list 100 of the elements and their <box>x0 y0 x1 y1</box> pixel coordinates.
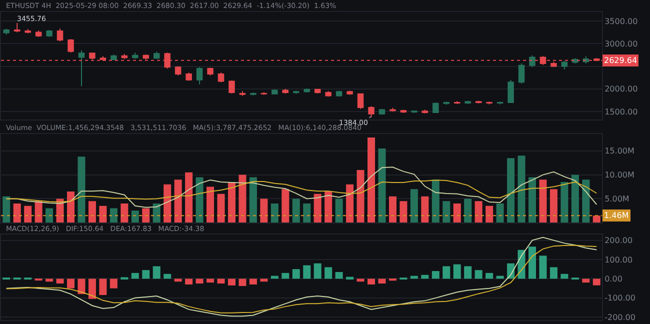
bar <box>185 172 193 223</box>
y-tick-label: 1500.00 <box>604 107 638 116</box>
bar <box>518 156 526 223</box>
bar <box>486 272 494 279</box>
bar <box>292 198 300 223</box>
bar <box>324 267 332 279</box>
candlestick <box>464 100 471 104</box>
ref-line-label: 2629.64 <box>604 56 638 65</box>
bar <box>131 210 139 223</box>
candlestick <box>228 80 235 94</box>
candlestick <box>368 106 374 118</box>
bar <box>486 206 494 223</box>
candlestick <box>336 90 342 98</box>
bar <box>120 277 128 280</box>
candlestick <box>325 90 332 98</box>
candlestick <box>14 22 20 33</box>
bar <box>196 177 204 223</box>
bar <box>24 206 32 223</box>
bar <box>368 138 376 223</box>
bar <box>120 203 128 223</box>
bar <box>110 278 118 288</box>
candlestick <box>518 63 525 84</box>
bar <box>550 267 558 279</box>
bar <box>400 201 408 223</box>
candlestick <box>272 88 278 95</box>
ref-line-label: 1.46M <box>604 211 629 220</box>
bar <box>131 272 139 279</box>
candlestick <box>422 109 428 114</box>
candlestick <box>68 38 74 54</box>
bar <box>67 278 75 288</box>
candlestick <box>78 50 85 87</box>
bar <box>539 256 547 279</box>
bar <box>99 206 107 223</box>
bar <box>164 184 172 223</box>
bar <box>442 201 450 223</box>
bar <box>46 278 54 282</box>
bar <box>78 156 86 223</box>
candlestick <box>357 92 364 110</box>
bar <box>560 182 568 223</box>
candlestick <box>561 60 568 70</box>
bar <box>335 272 343 279</box>
candlestick <box>174 66 182 76</box>
bar <box>314 263 322 279</box>
candlestick <box>35 30 42 38</box>
bar <box>314 194 322 223</box>
bar <box>110 208 118 223</box>
bar <box>228 182 236 223</box>
bar <box>410 189 418 223</box>
bar <box>592 216 600 223</box>
y-tick-label: 3500.00 <box>604 16 638 26</box>
bar <box>13 203 21 223</box>
bar <box>346 276 354 280</box>
bar <box>249 177 257 223</box>
bar <box>528 246 536 279</box>
y-tick-label: 15.00M <box>604 146 634 156</box>
bar <box>206 278 214 283</box>
y-tick-label: 10.00M <box>604 170 634 180</box>
bar <box>260 198 268 223</box>
y-tick-label: 0.00 <box>604 274 622 284</box>
bar <box>421 274 429 279</box>
bar <box>453 264 461 279</box>
bar <box>507 158 515 223</box>
bar <box>78 278 86 294</box>
bar <box>99 278 107 296</box>
bar <box>88 278 96 299</box>
bar <box>356 278 364 282</box>
bar <box>174 278 182 282</box>
bar <box>378 278 386 284</box>
candlestick <box>378 108 386 116</box>
bar <box>282 272 290 279</box>
bar <box>560 274 568 279</box>
candlestick <box>3 28 10 36</box>
candlestick <box>400 109 407 114</box>
bar <box>260 278 268 282</box>
bar <box>34 201 42 223</box>
bar <box>88 201 96 223</box>
candlestick <box>132 52 138 60</box>
y-tick-label: 2000.00 <box>604 84 638 94</box>
bar <box>464 198 472 223</box>
bar <box>474 270 482 279</box>
bar <box>421 196 429 223</box>
bar <box>442 266 450 279</box>
candlestick <box>218 72 224 83</box>
bar <box>282 189 290 223</box>
candlestick <box>186 72 192 82</box>
bar <box>496 203 504 223</box>
bar <box>217 194 225 223</box>
bar <box>356 170 364 223</box>
bar <box>571 174 579 223</box>
candlestick <box>46 30 52 38</box>
candlestick <box>239 90 246 96</box>
bar <box>206 186 214 223</box>
bar <box>335 198 343 223</box>
candlestick <box>196 66 203 85</box>
candlestick <box>411 110 418 114</box>
candlestick <box>24 28 31 34</box>
candlestick <box>486 101 492 105</box>
bar <box>152 266 160 279</box>
bar <box>303 265 311 279</box>
bar <box>164 274 172 279</box>
